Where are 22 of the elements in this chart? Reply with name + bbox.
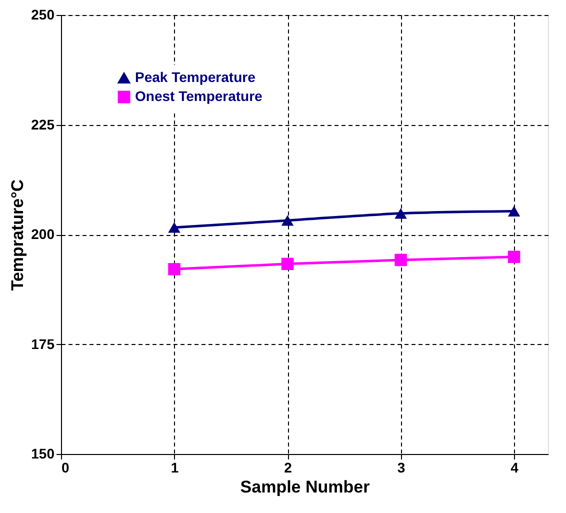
point (168, 263, 180, 276)
y-tick-label: 250 (31, 6, 55, 22)
x-tick-label: 0 (62, 460, 70, 476)
point (508, 250, 520, 264)
y-axis-title: Temprature°C (8, 179, 28, 291)
x-tick-label: 4 (510, 460, 519, 476)
legend-label: Peak Temperature (135, 69, 256, 85)
point (508, 206, 520, 217)
y-tick-label: 200 (31, 226, 55, 242)
point (281, 258, 294, 270)
point (394, 254, 407, 266)
y-tick-label: 150 (31, 446, 55, 462)
y-tick-label: 175 (31, 336, 55, 352)
x-tick-label: 1 (170, 460, 179, 476)
x-axis-title: Sample Number (240, 478, 370, 496)
legend-label: Onest Temperature (135, 88, 263, 104)
y-tick-label: 225 (31, 116, 55, 132)
point (168, 222, 180, 233)
point (281, 215, 294, 226)
x-tick-label: 2 (284, 460, 292, 476)
x-tick-label: 3 (397, 460, 406, 476)
point (394, 208, 407, 219)
